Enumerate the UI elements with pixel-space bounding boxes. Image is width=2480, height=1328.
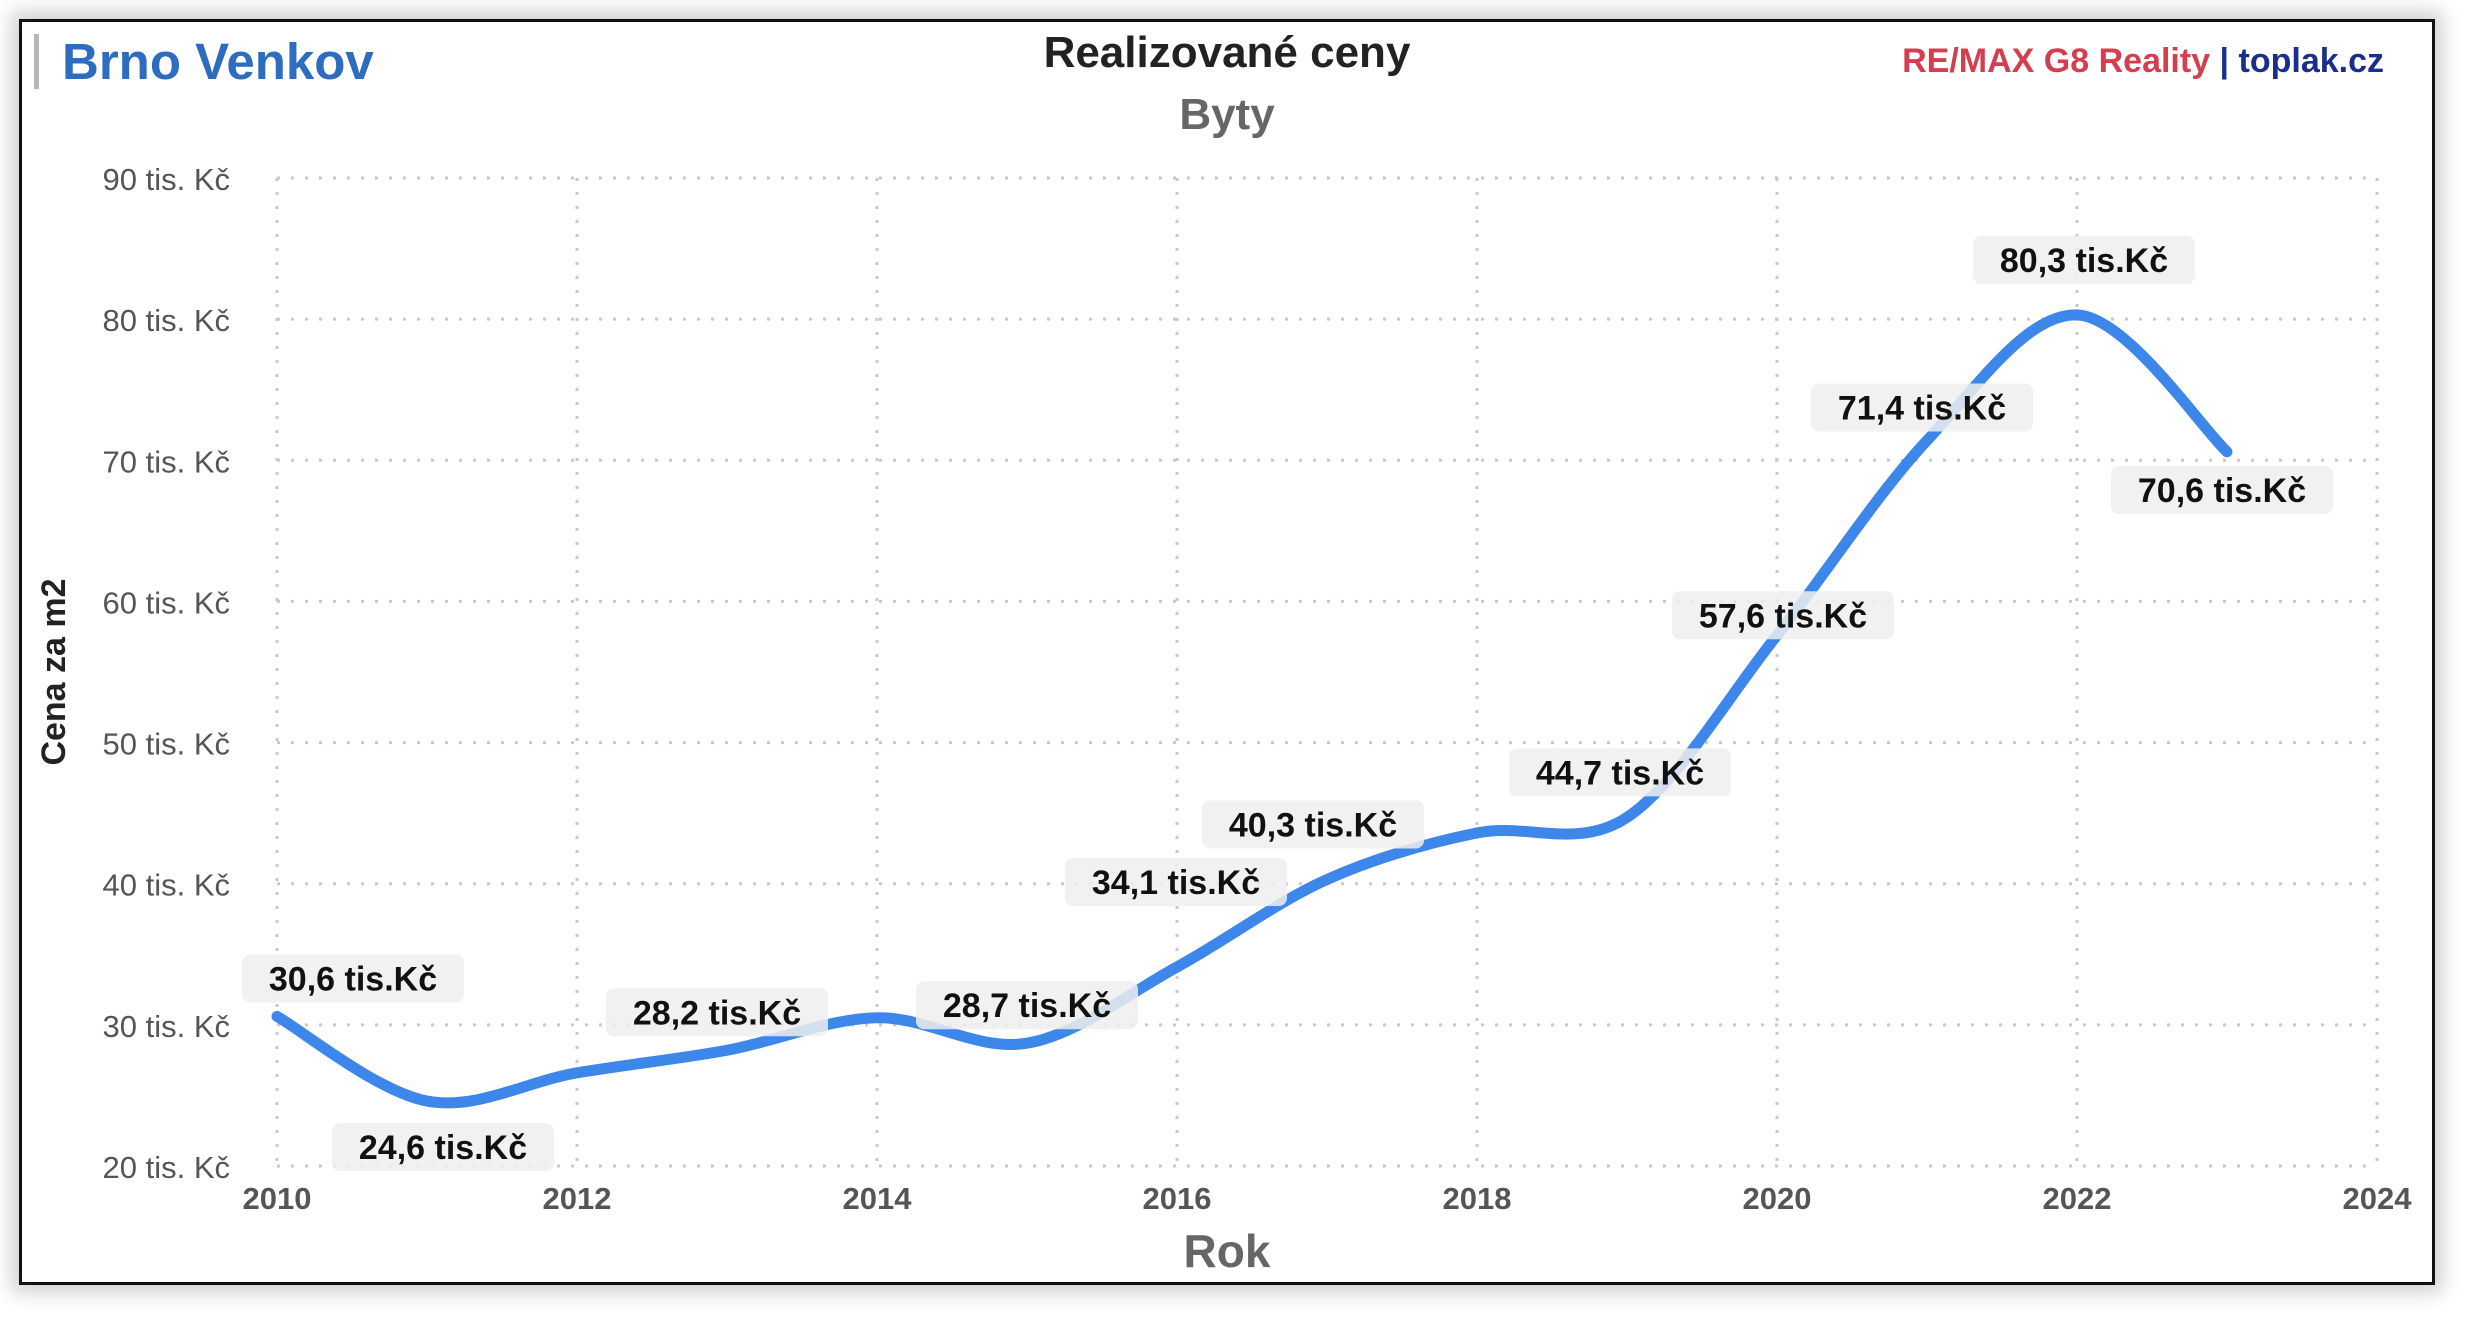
credit-separator: |	[2210, 42, 2239, 80]
brand-name: Brno Venkov	[62, 33, 374, 90]
brand-accent-bar	[34, 34, 39, 89]
data-label: 30,6 tis.Kč	[242, 954, 464, 1003]
data-label-text: 71,4 tis.Kč	[1838, 390, 2006, 428]
x-tick-label: 2016	[1143, 1181, 1212, 1216]
series-layer	[271, 309, 2233, 1109]
data-label-text: 24,6 tis.Kč	[359, 1129, 527, 1167]
data-label: 71,4 tis.Kč	[1811, 383, 2033, 432]
data-label-text: 34,1 tis.Kč	[1092, 864, 1260, 902]
data-label-bg	[1811, 383, 2033, 432]
data-label-layer: 30,6 tis.Kč 24,6 tis.Kč 28,2 tis.Kč 28,7 ti…	[242, 235, 2333, 1172]
grid-layer	[275, 176, 2379, 1168]
data-label: 44,7 tis.Kč	[1509, 748, 1731, 797]
x-tick-label: 2024	[2343, 1181, 2413, 1216]
y-tick-label: 80 tis. Kč	[103, 303, 231, 338]
data-label-bg	[606, 988, 828, 1037]
data-label: 70,6 tis.Kč	[2111, 465, 2333, 514]
credit-site: toplak.cz	[2238, 42, 2384, 80]
data-label-bg	[1065, 857, 1287, 906]
data-label: 28,7 tis.Kč	[916, 981, 1138, 1030]
series-line	[271, 309, 2233, 1109]
data-label-text: 28,2 tis.Kč	[633, 994, 801, 1032]
data-label-bg	[1202, 800, 1424, 849]
y-tick-label: 40 tis. Kč	[103, 868, 231, 903]
credit-line: RE/MAX G8 Reality | toplak.cz	[1902, 42, 2384, 81]
data-label: 34,1 tis.Kč	[1065, 857, 1287, 906]
data-label: 24,6 tis.Kč	[332, 1123, 554, 1172]
data-label-bg	[1672, 591, 1894, 640]
data-label-text: 70,6 tis.Kč	[2138, 472, 2306, 510]
data-label-text: 30,6 tis.Kč	[269, 960, 437, 998]
y-tick-label: 50 tis. Kč	[103, 727, 231, 762]
y-axis-title: Cena za m2	[35, 578, 73, 765]
data-label-bg	[916, 981, 1138, 1030]
y-tick-label: 30 tis. Kč	[103, 1009, 231, 1044]
data-label-text: 80,3 tis.Kč	[2000, 242, 2168, 280]
data-label-text: 44,7 tis.Kč	[1536, 754, 1704, 792]
data-label-bg	[2111, 465, 2333, 514]
data-label-bg	[1973, 235, 2195, 284]
data-label-bg	[332, 1123, 554, 1172]
data-label-bg	[242, 954, 464, 1003]
y-tick-label: 90 tis. Kč	[103, 162, 231, 197]
data-label-text: 57,6 tis.Kč	[1699, 597, 1867, 635]
x-tick-label: 2018	[1443, 1181, 1512, 1216]
x-tick-label: 2010	[243, 1181, 312, 1216]
data-label: 40,3 tis.Kč	[1202, 800, 1424, 849]
chart-title: Realizované ceny	[1043, 28, 1411, 77]
data-label: 57,6 tis.Kč	[1672, 591, 1894, 640]
chart-subtitle: Byty	[1179, 90, 1275, 139]
x-tick-label: 2022	[2043, 1181, 2112, 1216]
x-tick-label: 2014	[843, 1181, 913, 1216]
chart-frame: 20 tis. Kč 30 tis. Kč 40 tis. Kč 50 tis. Kč…	[19, 19, 2435, 1285]
line-chart: 20 tis. Kč 30 tis. Kč 40 tis. Kč 50 tis. Kč…	[35, 162, 2412, 1277]
data-label: 80,3 tis.Kč	[1973, 235, 2195, 284]
x-axis-title: Rok	[1184, 1225, 1271, 1277]
data-label: 28,2 tis.Kč	[606, 988, 828, 1037]
y-tick-label: 70 tis. Kč	[103, 444, 231, 479]
x-tick-label: 2020	[1743, 1181, 1812, 1216]
y-tick-label: 60 tis. Kč	[103, 585, 231, 620]
credit-remax: RE/MAX G8 Reality	[1902, 42, 2211, 80]
y-tick-label: 20 tis. Kč	[103, 1150, 231, 1185]
axis-layer: 20 tis. Kč 30 tis. Kč 40 tis. Kč 50 tis. Kč…	[35, 162, 2412, 1277]
data-label-text: 28,7 tis.Kč	[943, 987, 1111, 1025]
x-tick-label: 2012	[543, 1181, 612, 1216]
data-label-text: 40,3 tis.Kč	[1229, 806, 1397, 844]
data-label-bg	[1509, 748, 1731, 797]
